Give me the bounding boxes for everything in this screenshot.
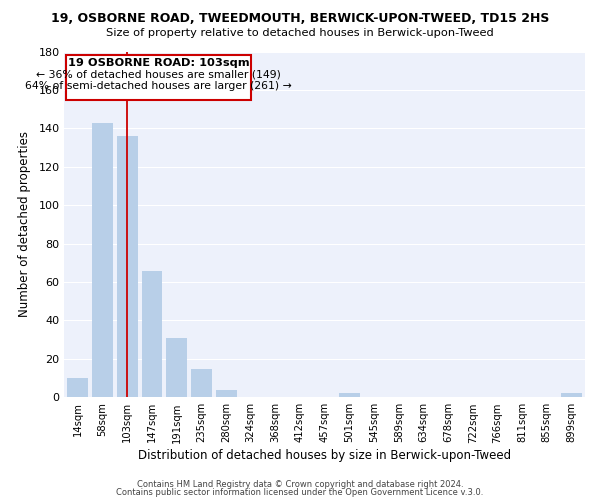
Bar — [166, 338, 187, 398]
Text: 19 OSBORNE ROAD: 103sqm: 19 OSBORNE ROAD: 103sqm — [68, 58, 249, 68]
FancyBboxPatch shape — [66, 56, 251, 100]
Text: 64% of semi-detached houses are larger (261) →: 64% of semi-detached houses are larger (… — [25, 82, 292, 92]
Text: 19, OSBORNE ROAD, TWEEDMOUTH, BERWICK-UPON-TWEED, TD15 2HS: 19, OSBORNE ROAD, TWEEDMOUTH, BERWICK-UP… — [51, 12, 549, 26]
Y-axis label: Number of detached properties: Number of detached properties — [19, 132, 31, 318]
Bar — [339, 394, 360, 398]
Text: Contains public sector information licensed under the Open Government Licence v.: Contains public sector information licen… — [116, 488, 484, 497]
Bar — [92, 122, 113, 398]
X-axis label: Distribution of detached houses by size in Berwick-upon-Tweed: Distribution of detached houses by size … — [138, 450, 511, 462]
Text: ← 36% of detached houses are smaller (149): ← 36% of detached houses are smaller (14… — [36, 70, 281, 80]
Text: Contains HM Land Registry data © Crown copyright and database right 2024.: Contains HM Land Registry data © Crown c… — [137, 480, 463, 489]
Bar — [191, 368, 212, 398]
Bar — [561, 394, 582, 398]
Bar — [142, 270, 163, 398]
Bar — [67, 378, 88, 398]
Text: Size of property relative to detached houses in Berwick-upon-Tweed: Size of property relative to detached ho… — [106, 28, 494, 38]
Bar — [117, 136, 138, 398]
Bar — [215, 390, 236, 398]
